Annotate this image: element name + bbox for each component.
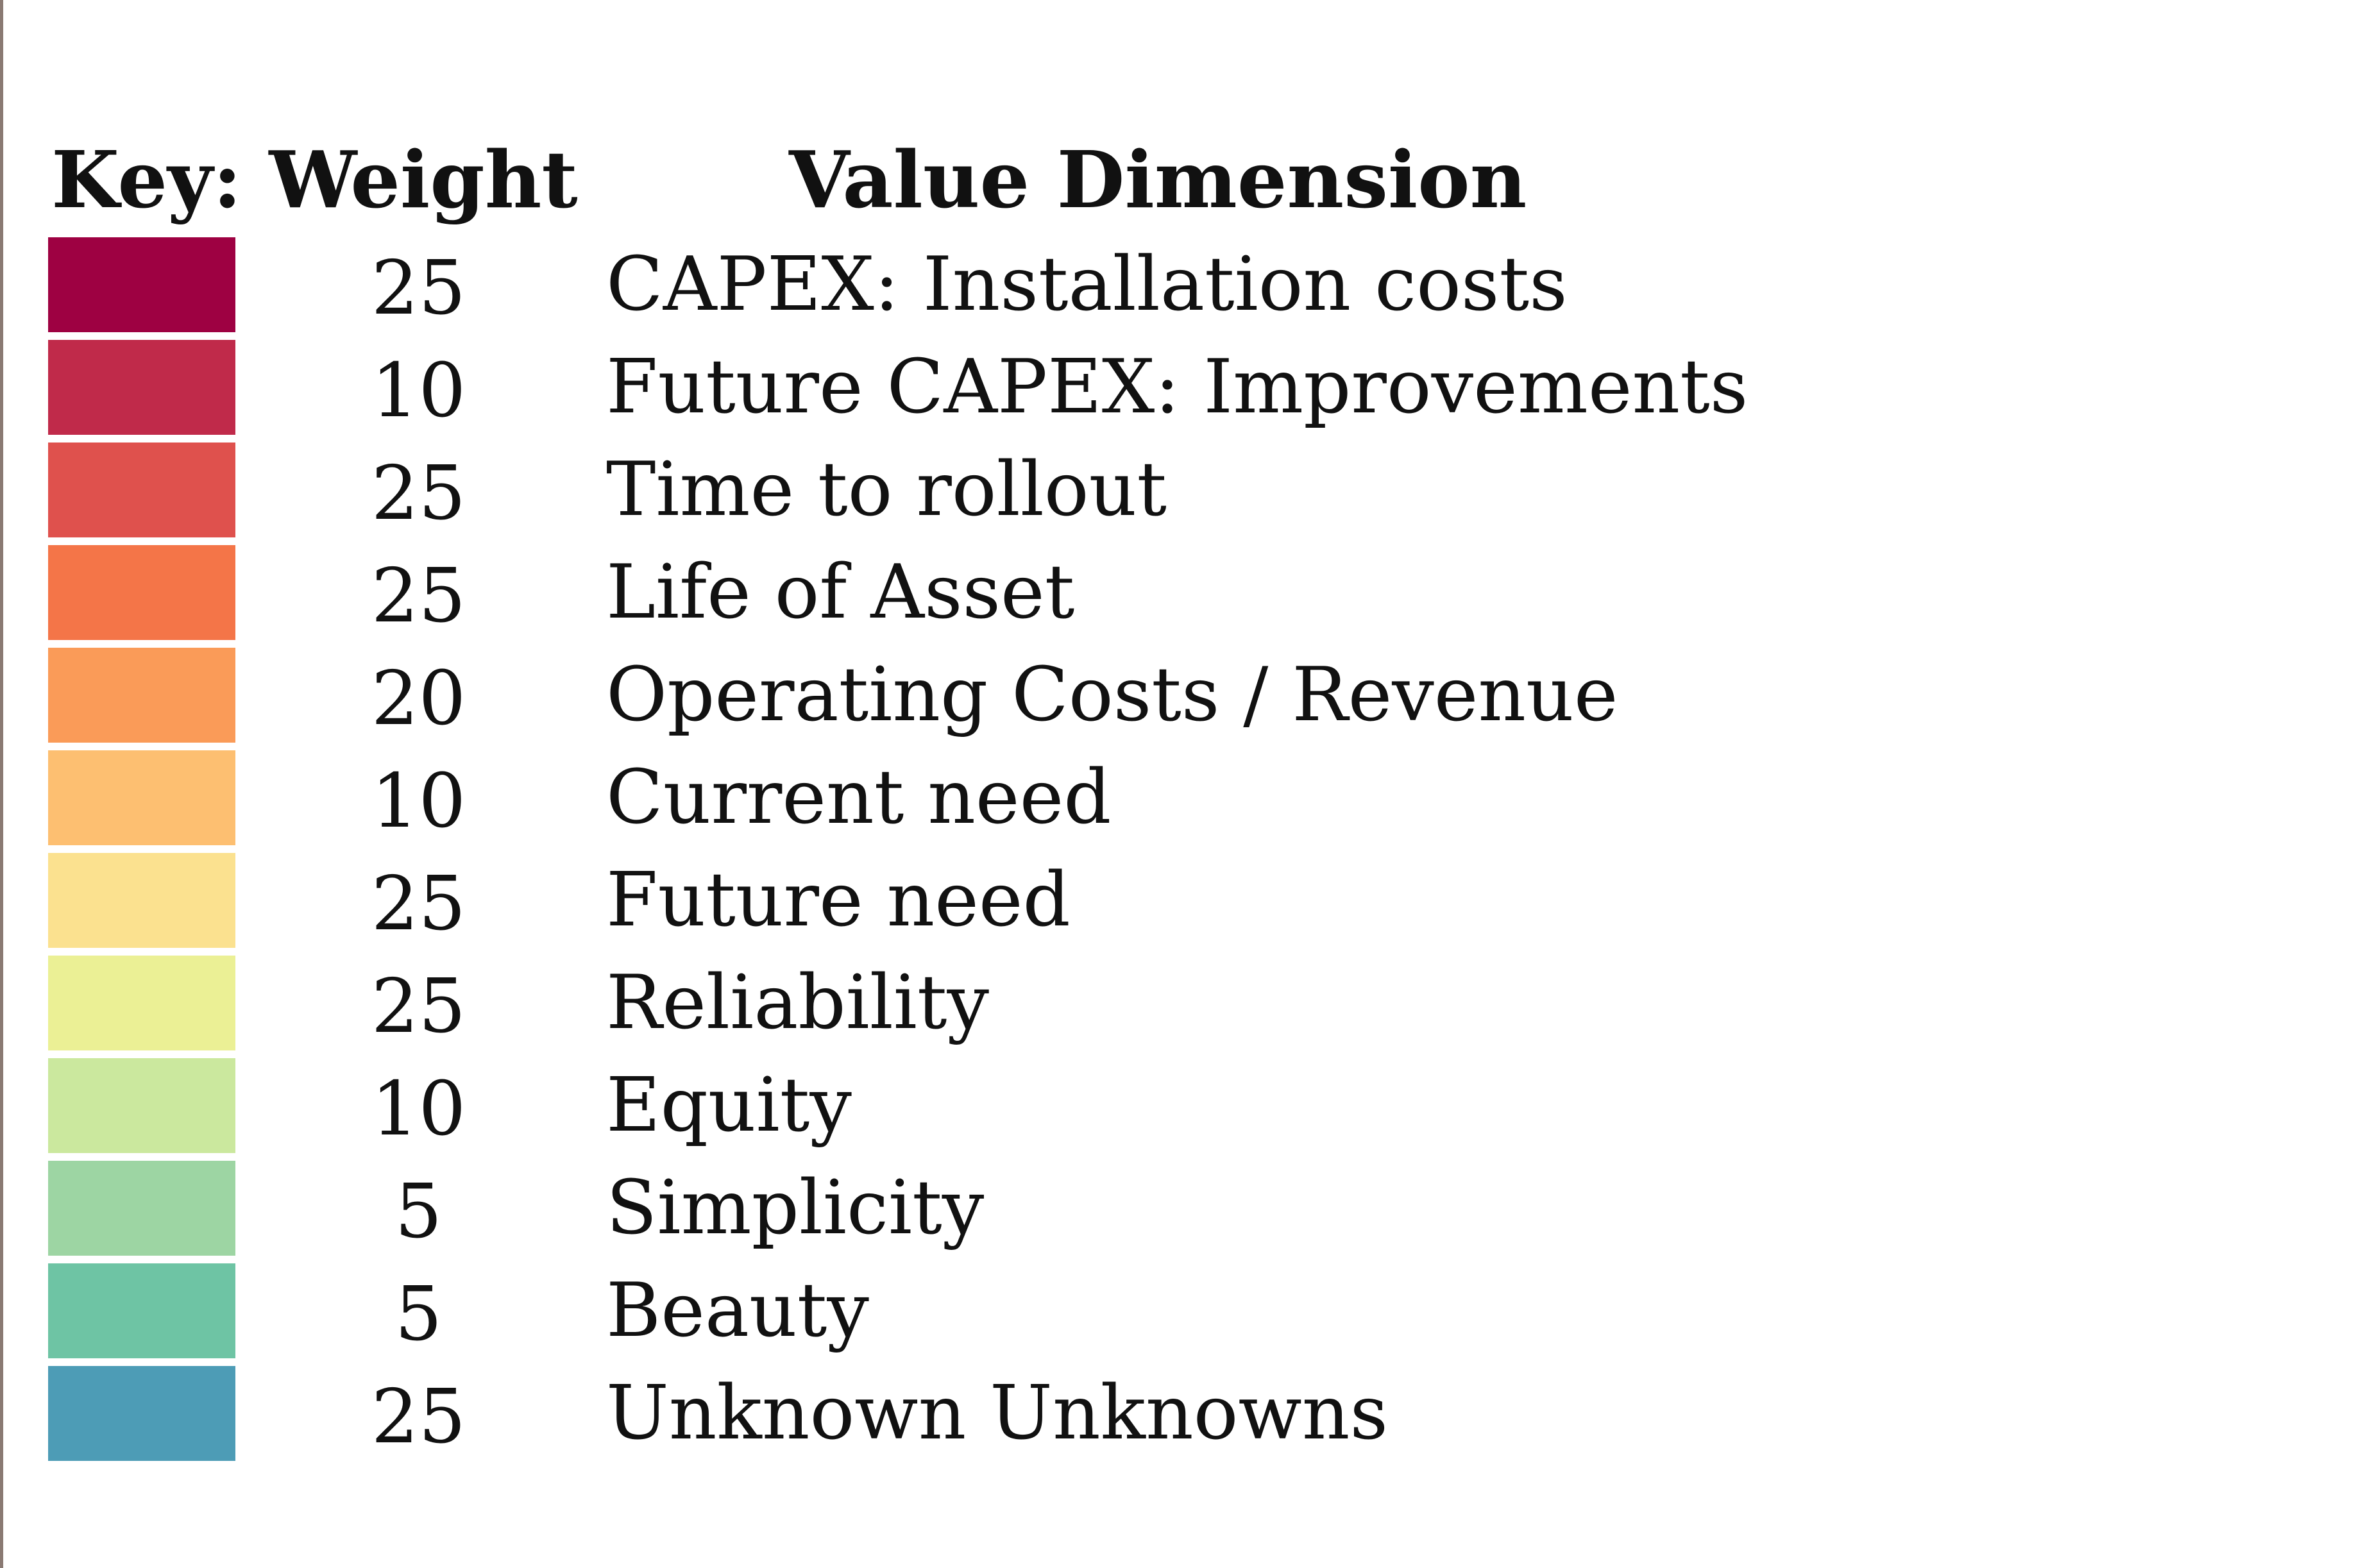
dimension-label: Unknown Unknowns [606, 1370, 1389, 1456]
weight-value: 5 [394, 1271, 443, 1358]
color-swatch [48, 956, 235, 1050]
weight-value: 25 [371, 450, 466, 537]
legend-row: 10 Equity [0, 1058, 2354, 1161]
legend-row: 25 Reliability [0, 956, 2354, 1058]
dimension-label: Future CAPEX: Improvements [606, 344, 1749, 430]
dimension-label: Life of Asset [606, 549, 1075, 636]
weight-value: 10 [371, 1066, 466, 1152]
weight-value: 25 [371, 553, 466, 639]
legend-row: 25 Unknown Unknowns [0, 1366, 2354, 1469]
weight-value: 10 [371, 758, 466, 845]
value-dimension-header: Value Dimension [789, 133, 1527, 226]
dimension-label: Operating Costs / Revenue [606, 652, 1618, 738]
dimension-label: CAPEX: Installation costs [606, 241, 1568, 328]
weight-value: 25 [371, 245, 466, 332]
color-swatch [48, 1161, 235, 1256]
color-swatch [48, 340, 235, 435]
legend-row: 5 Simplicity [0, 1161, 2354, 1263]
color-swatch [48, 750, 235, 845]
legend-row: 25 Time to rollout [0, 443, 2354, 545]
dimension-label: Current need [606, 754, 1112, 841]
color-swatch [48, 545, 235, 640]
dimension-label: Equity [606, 1062, 852, 1149]
dimension-label: Beauty [606, 1267, 869, 1354]
legend-row: 20 Operating Costs / Revenue [0, 648, 2354, 750]
color-swatch [48, 853, 235, 948]
dimension-label: Time to rollout [606, 446, 1167, 533]
color-swatch [48, 1058, 235, 1153]
legend-row: 5 Beauty [0, 1263, 2354, 1366]
weight-value: 25 [371, 963, 466, 1050]
weight-value: 10 [371, 348, 466, 434]
color-swatch [48, 443, 235, 537]
legend-row: 10 Future CAPEX: Improvements [0, 340, 2354, 443]
weight-value: 5 [394, 1168, 443, 1255]
weight-value: 25 [371, 1374, 466, 1460]
legend-row: 25 Future need [0, 853, 2354, 956]
legend-table: 25 CAPEX: Installation costs 10 Future C… [0, 237, 2354, 1469]
weight-value: 25 [371, 861, 466, 947]
color-swatch [48, 1263, 235, 1358]
dimension-label: Reliability [606, 959, 990, 1046]
key-weight-header: Key: Weight [51, 133, 578, 226]
dimension-label: Future need [606, 857, 1071, 943]
weight-value: 20 [371, 655, 466, 742]
legend-row: 25 Life of Asset [0, 545, 2354, 648]
color-swatch [48, 1366, 235, 1461]
left-border-line [0, 0, 3, 1568]
dimension-label: Simplicity [606, 1165, 985, 1251]
color-swatch [48, 648, 235, 743]
legend-row: 25 CAPEX: Installation costs [0, 237, 2354, 340]
legend-row: 10 Current need [0, 750, 2354, 853]
color-swatch [48, 237, 235, 332]
